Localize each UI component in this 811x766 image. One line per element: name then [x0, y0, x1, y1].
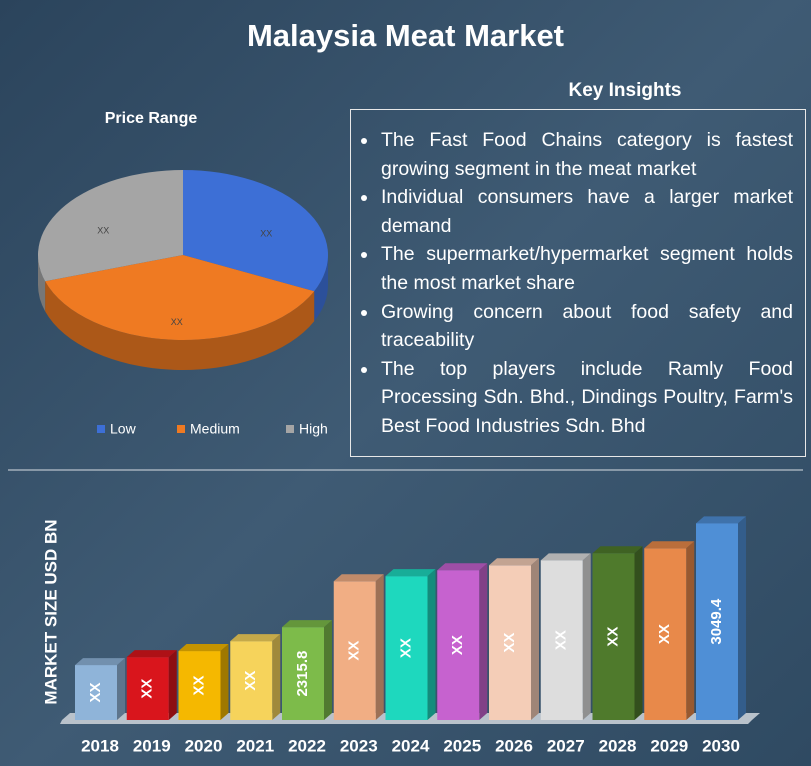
bar — [489, 565, 531, 720]
insight: Growing concern about food safety and tr… — [379, 298, 793, 355]
bar-top — [333, 574, 384, 582]
x-tick-label: 2023 — [340, 736, 378, 755]
insights-box: The Fast Food Chains category is fastest… — [350, 109, 806, 457]
bar-label: 3049.4 — [708, 598, 725, 645]
insight: The top players include Ramly Food Proce… — [379, 355, 793, 441]
bar-top — [696, 516, 746, 524]
bar — [230, 641, 273, 720]
x-tick-label: 2020 — [185, 736, 223, 755]
bar-side — [324, 620, 332, 720]
bar-label: XX — [87, 683, 104, 703]
bar-top — [540, 553, 591, 561]
legend-swatch — [286, 425, 294, 433]
slice-label: XX — [260, 228, 272, 238]
legend-swatch — [177, 425, 185, 433]
bar-top — [126, 650, 177, 658]
bar-label: XX — [242, 671, 259, 691]
legend-label: Low — [110, 421, 137, 437]
insight: Individual consumers have a larger marke… — [379, 183, 793, 240]
bar — [333, 581, 376, 720]
bar-side — [272, 634, 281, 720]
bar-top — [489, 558, 539, 566]
legend-label: Medium — [190, 421, 240, 437]
bar-side — [479, 563, 488, 720]
x-tick-label: 2029 — [650, 736, 688, 755]
x-tick-label: 2025 — [443, 736, 481, 755]
bar-top — [75, 658, 125, 666]
x-tick-label: 2021 — [236, 736, 274, 755]
bar — [696, 523, 738, 720]
bar-side — [220, 644, 229, 720]
bar-top — [282, 620, 332, 628]
bar-top — [385, 569, 436, 577]
bar — [644, 548, 687, 720]
bar-side — [117, 658, 125, 720]
bar-side — [168, 650, 177, 720]
bar-top — [592, 546, 643, 554]
pie-slice — [45, 255, 315, 341]
insights-list: The Fast Food Chains category is fastest… — [351, 110, 805, 441]
bar — [282, 627, 324, 720]
x-tick-label: 2018 — [81, 736, 119, 755]
slice-label: XX — [97, 225, 109, 235]
bar — [437, 570, 480, 720]
pie-side — [45, 281, 315, 370]
bar-side — [582, 553, 591, 720]
insight: The supermarket/hypermarket segment hold… — [379, 240, 793, 297]
slice-label: XX — [171, 317, 183, 327]
insights-heading: Key Insights — [568, 80, 682, 101]
pie-title: Price Range — [105, 110, 198, 127]
bar — [178, 651, 221, 720]
x-tick-label: 2019 — [133, 736, 171, 755]
bar-label: XX — [346, 641, 363, 661]
bar — [75, 665, 117, 720]
bar-label: XX — [501, 633, 518, 653]
bar-label: 2315.8 — [294, 651, 311, 697]
legend-swatch — [97, 425, 105, 433]
bar-top — [230, 634, 281, 642]
x-tick-label: 2030 — [702, 736, 740, 755]
pie-side — [38, 255, 46, 312]
pie-side — [314, 255, 328, 322]
legend-label: High — [299, 421, 328, 437]
bar — [540, 560, 583, 720]
pie-slice — [183, 170, 329, 292]
bar-top — [644, 541, 695, 549]
bar-label: XX — [656, 624, 673, 644]
bar-label: XX — [553, 630, 570, 650]
x-tick-label: 2022 — [288, 736, 326, 755]
bar-side — [634, 546, 643, 720]
x-tick-label: 2024 — [392, 736, 430, 755]
bar-label: XX — [190, 676, 207, 696]
x-tick-label: 2026 — [495, 736, 533, 755]
bar-side — [531, 558, 539, 720]
bar-side — [738, 516, 746, 720]
bar-side — [686, 541, 695, 720]
bar — [385, 576, 428, 720]
bar-side — [375, 574, 384, 720]
bar-side — [427, 569, 436, 720]
x-tick-label: 2027 — [547, 736, 585, 755]
bar — [126, 657, 169, 720]
bar — [592, 553, 635, 720]
y-axis-label: MARKET SIZE USD BN — [41, 519, 60, 704]
bar-label: XX — [139, 679, 156, 699]
bar-label: XX — [604, 627, 621, 647]
page-title: Malaysia Meat Market — [246, 18, 565, 53]
bar-top — [178, 644, 229, 652]
x-tick-label: 2028 — [599, 736, 637, 755]
bar-label: XX — [397, 638, 414, 658]
pie-slice — [37, 170, 184, 282]
bar-label: XX — [449, 635, 466, 655]
insight: The Fast Food Chains category is fastest… — [379, 126, 793, 183]
bar-top — [437, 563, 488, 571]
